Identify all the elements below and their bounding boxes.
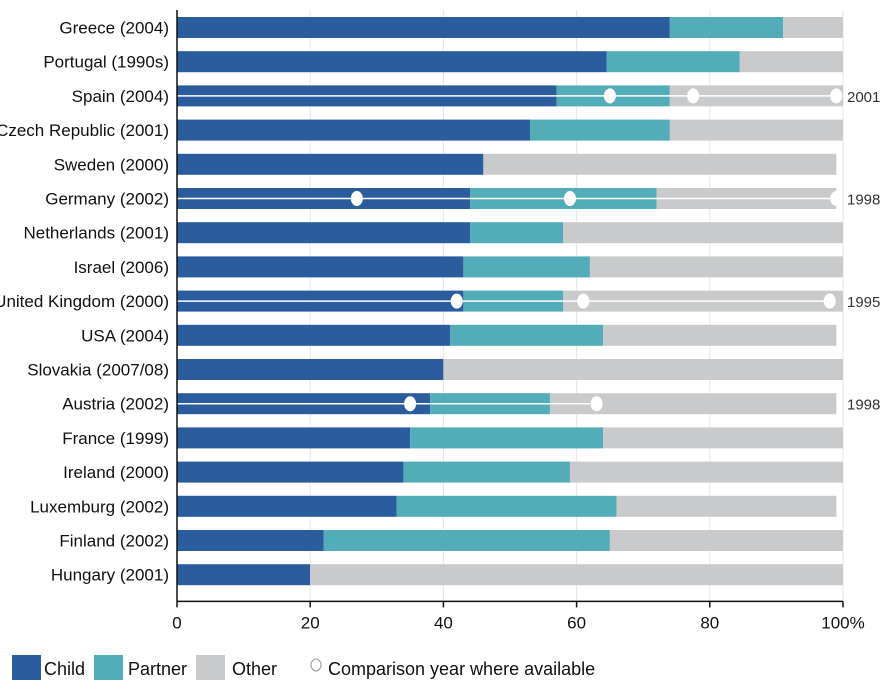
bar-segment-partner <box>470 222 564 244</box>
bar-segment-other <box>569 461 843 483</box>
comparison-year-label: 1995 <box>847 294 880 311</box>
bar-segment-child <box>177 222 471 244</box>
bar-segment-other <box>739 51 843 73</box>
bar-segment-partner <box>463 256 590 278</box>
comparison-marker <box>577 293 590 309</box>
legend-comparison-marker-icon <box>310 658 322 672</box>
bar-segment-partner <box>606 51 740 73</box>
category-label: Slovakia (2007/08) <box>27 361 169 380</box>
x-tick-label: 20 <box>301 613 320 632</box>
legend-label-other: Other <box>232 659 277 679</box>
bar-segment-partner <box>450 324 604 346</box>
bar-segment-other <box>563 222 843 244</box>
bar-segment-other <box>609 530 843 551</box>
bar-segment-child <box>177 256 464 278</box>
legend-label-partner: Partner <box>128 659 187 679</box>
comparison-year-label: 1998 <box>847 192 880 209</box>
comparison-marker <box>590 396 603 412</box>
bar-segment-partner <box>403 461 570 483</box>
bar-segment-other <box>669 119 843 141</box>
bar-segment-partner <box>323 530 610 551</box>
x-tick-label: 100% <box>821 613 864 632</box>
legend-swatch-other <box>196 655 225 680</box>
category-label: Ireland (2000) <box>63 463 169 482</box>
bar-segment-other <box>443 359 843 380</box>
legend-swatch-child <box>12 655 41 680</box>
category-label: Hungary (2001) <box>51 566 169 585</box>
category-label: Israel (2006) <box>74 258 169 277</box>
comparison-year-label: 1998 <box>847 397 880 414</box>
bar-segment-other <box>589 256 843 278</box>
category-label: Germany (2002) <box>45 190 169 209</box>
bar-segment-partner <box>669 17 784 38</box>
category-label: Netherlands (2001) <box>23 224 169 243</box>
bar-segment-child <box>177 153 484 175</box>
category-label: Luxemburg (2002) <box>30 497 169 516</box>
bar-segment-child <box>177 530 324 551</box>
x-tick-label: 0 <box>172 613 181 632</box>
bar-segment-partner <box>396 495 617 517</box>
category-label: USA (2004) <box>81 326 169 345</box>
bar-segment-child <box>177 495 397 517</box>
bar-segment-child <box>177 324 451 346</box>
category-label: United Kingdom (2000) <box>0 292 169 311</box>
category-label-layer: Greece (2004) Portugal (1990s) Spain (2004… <box>0 19 169 585</box>
x-tick-label: 60 <box>567 613 586 632</box>
category-label: Austria (2002) <box>62 395 169 414</box>
bar-segment-other <box>603 427 843 449</box>
bar-segment-child <box>177 359 444 380</box>
x-tick-label: 80 <box>700 613 719 632</box>
legend-label-comparison: Comparison year where available <box>328 659 595 679</box>
legend: Child Partner Other Comparison year wher… <box>12 655 595 680</box>
comparison-marker <box>830 88 843 104</box>
comparison-marker <box>823 293 836 309</box>
bar-segment-child <box>177 427 411 449</box>
legend-label-child: Child <box>44 659 85 679</box>
bar-layer <box>177 17 843 586</box>
category-label: Portugal (1990s) <box>43 53 169 72</box>
bar-segment-child <box>177 119 530 141</box>
category-label: Czech Republic (2001) <box>0 121 169 140</box>
bar-segment-other <box>483 153 837 175</box>
comparison-marker <box>404 396 417 412</box>
comparison-marker <box>603 88 616 104</box>
bar-segment-other <box>783 17 843 38</box>
category-label: Sweden (2000) <box>54 155 169 174</box>
axis-layer: 0 20 40 60 80 100% <box>172 10 865 632</box>
category-label: Greece (2004) <box>59 19 169 38</box>
comparison-marker <box>830 191 843 206</box>
bar-segment-other <box>549 393 837 415</box>
bar-segment-other <box>616 495 837 517</box>
bar-segment-child <box>177 564 311 586</box>
comparison-marker <box>450 293 463 309</box>
comparison-marker <box>350 191 363 206</box>
comparison-marker <box>687 88 700 104</box>
legend-swatch-partner <box>94 655 123 680</box>
x-tick-label: 40 <box>434 613 453 632</box>
comparison-layer: 2001 1998 1995 1998 <box>177 88 880 414</box>
category-label: France (1999) <box>62 429 169 448</box>
bar-segment-other <box>310 564 843 586</box>
category-label: Spain (2004) <box>72 87 169 106</box>
bar-segment-partner <box>410 427 604 449</box>
bar-segment-other <box>603 324 837 346</box>
bar-segment-child <box>177 17 670 38</box>
comparison-marker <box>563 191 576 206</box>
category-label: Finland (2002) <box>59 532 169 551</box>
comparison-year-label: 2001 <box>847 89 880 106</box>
bar-segment-child <box>177 461 404 483</box>
bar-segment-partner <box>529 119 670 141</box>
bar-segment-child <box>177 51 607 73</box>
